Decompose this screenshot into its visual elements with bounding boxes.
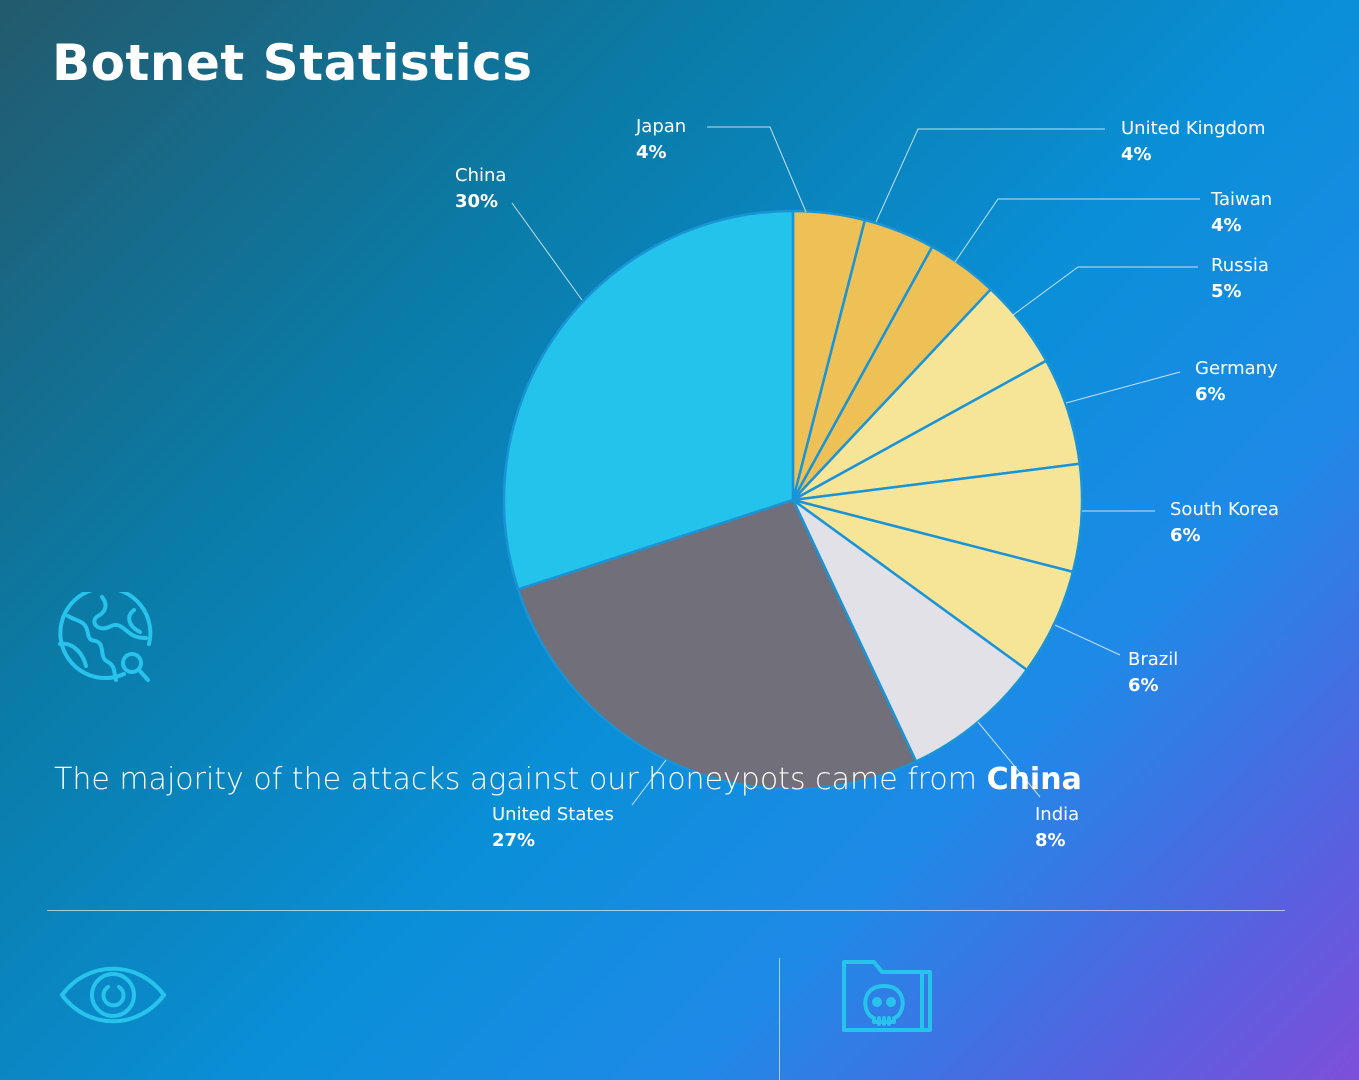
leader-line [1012,266,1198,316]
slice-label-value: 8% [1035,830,1066,851]
slice-label: Germany 6% [1195,356,1278,408]
leader-line [631,759,667,806]
slice-label: Japan 4% [636,114,686,166]
pie-slice-india [791,498,1029,763]
slice-label: India 8% [1035,802,1079,854]
eye-icon [59,966,167,1024]
pie-slice-china [502,209,795,591]
slice-label-name: China [455,165,507,186]
leader-line [1054,624,1121,656]
slice-label-name: India [1035,804,1080,825]
page-title: Botnet Statistics [52,34,533,92]
slice-label-value: 27% [492,830,536,851]
slice-label: China 30% [455,163,506,215]
slice-label: United States 27% [492,802,614,854]
folder-skull-icon [842,960,932,1032]
leader-line [977,721,1041,798]
slice-label-name: United Kingdom [1121,118,1266,139]
slice-label-value: 6% [1128,675,1159,696]
leader-line [511,202,583,301]
leader-line [875,128,1105,223]
caption-highlight: China [986,762,1082,797]
slice-label-value: 6% [1195,384,1226,405]
slice-label-value: 30% [455,191,499,212]
pie-slice-united-states [516,498,918,791]
leader-line [1065,371,1181,404]
globe-search-icon [58,592,153,682]
slice-label-name: Brazil [1128,649,1179,670]
slice-label: South Korea 6% [1170,497,1279,549]
slice-label-value: 4% [1121,144,1152,165]
leader-line [954,198,1200,263]
slice-label: United Kingdom 4% [1121,116,1265,168]
vertical-divider [779,958,780,1080]
slice-label-value: 4% [636,142,667,163]
slice-label-name: South Korea [1170,499,1280,520]
slice-label-name: Japan [636,116,687,137]
caption: The majority of the attacks against our … [54,758,1082,802]
slice-label: Brazil 6% [1128,647,1178,699]
slice-label: Russia 5% [1211,253,1269,305]
slice-label: Taiwan 4% [1211,187,1272,239]
divider [47,910,1285,911]
slice-label-name: United States [492,804,614,825]
slice-label-name: Taiwan [1211,189,1273,210]
caption-text: The majority of the attacks against our … [54,762,987,797]
slice-label-name: Germany [1195,358,1278,379]
leader-line [707,126,807,213]
slice-label-value: 4% [1211,215,1242,236]
slice-label-name: Russia [1211,255,1269,276]
slice-label-value: 5% [1211,281,1242,302]
slice-label-value: 6% [1170,525,1201,546]
